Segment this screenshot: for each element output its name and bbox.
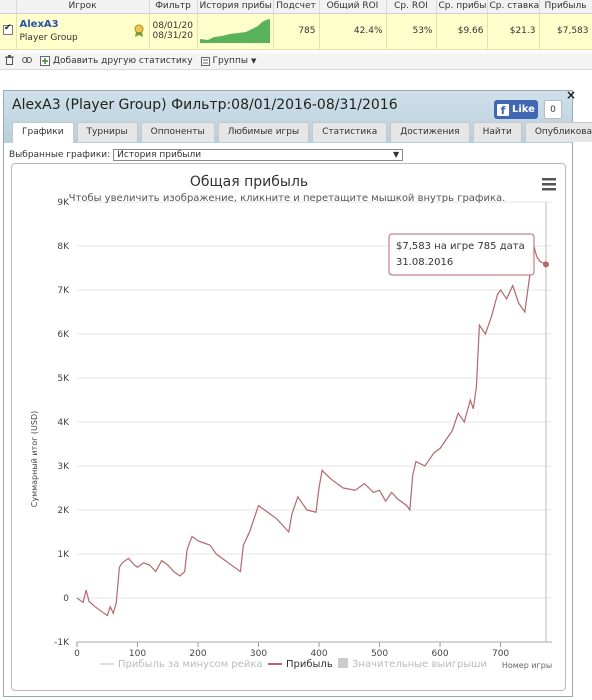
- y-tick-label: -1K: [54, 638, 70, 648]
- tab-tournaments[interactable]: Турниры: [76, 122, 138, 142]
- dialog-title: AlexA3 (Player Group) Фильтр:08/01/2016-…: [12, 97, 398, 113]
- total-roi-cell: 42.4%: [319, 13, 387, 50]
- x-tick-label: 500: [371, 649, 388, 659]
- filter-to: 08/31/20: [152, 31, 193, 41]
- y-tick-label: 8K: [57, 242, 70, 252]
- legend-swatch-wins: [338, 658, 348, 668]
- chart-select-label: Выбранные графики:: [9, 150, 111, 160]
- x-tick-label: 100: [129, 649, 146, 659]
- menu-icon[interactable]: [542, 178, 556, 191]
- y-tick-label: 5K: [57, 374, 70, 384]
- tab-publish[interactable]: Опубликовать: [524, 122, 592, 142]
- player-name-link[interactable]: AlexA3: [19, 19, 59, 30]
- header-avg-stake[interactable]: Ср. ставка: [487, 0, 540, 14]
- close-icon[interactable]: ×: [565, 88, 576, 102]
- y-tick-label: 7K: [57, 286, 70, 296]
- chart-select[interactable]: История прибыли ▼: [113, 149, 404, 161]
- legend-item-wins[interactable]: Значительные выигрыши: [352, 659, 487, 670]
- dialog-tabs: Графики Турниры Оппоненты Любимые игры С…: [12, 122, 592, 143]
- y-tick-label: 3K: [57, 462, 70, 472]
- x-axis-label: Номер игры: [502, 661, 552, 670]
- header-avg-profit[interactable]: Ср. прибы: [436, 0, 488, 14]
- chart-select-row: Выбранные графики: История прибыли ▼: [9, 149, 404, 161]
- header-checkbox-col: [0, 0, 17, 14]
- x-tick-label: 700: [492, 649, 509, 659]
- profit-chart[interactable]: -1K 0 1K 2K 3K 4K 5K 6K 7K 8K 9K 0 100 200 300 400 500 6…: [12, 164, 567, 692]
- table-header-row: Игрок Фильтр История прибы Подсчет Общий…: [0, 0, 592, 14]
- facebook-like-count: 0: [544, 100, 562, 119]
- header-count[interactable]: Подсчет: [273, 0, 320, 14]
- profit-cell: $7,583: [539, 13, 592, 50]
- count-cell: 785: [273, 13, 320, 50]
- x-tick-label: 400: [310, 649, 327, 659]
- tooltip-line-2: 31.08.2016: [396, 257, 453, 268]
- tooltip-line-1: $7,583 на игре 785 дата: [396, 241, 525, 252]
- tab-opponents[interactable]: Оппоненты: [140, 122, 215, 142]
- filter-from: 08/01/20: [152, 21, 193, 31]
- table-toolbar: Добавить другую статистику Группы ▼: [0, 53, 592, 70]
- player-cell: AlexA3 Player Group: [16, 13, 150, 50]
- profit-series-line[interactable]: [76, 245, 547, 617]
- profit-sparkline[interactable]: [199, 17, 270, 43]
- header-filter[interactable]: Фильтр: [149, 0, 198, 14]
- player-group-label: Player Group: [19, 33, 78, 43]
- link-icon[interactable]: [22, 55, 32, 68]
- chart-legend: Прибыль за минусом рейка Прибыль Значитель…: [100, 658, 487, 670]
- chart-select-value: История прибыли: [117, 150, 202, 160]
- add-stats-button[interactable]: Добавить другую статистику: [40, 56, 193, 66]
- x-tick-label: 600: [431, 649, 448, 659]
- avg-stake-cell: $21.3: [487, 13, 540, 50]
- y-tick-label: 2K: [57, 506, 70, 516]
- x-tick-label: 300: [250, 649, 267, 659]
- award-icon: [134, 24, 143, 37]
- filter-cell: 08/01/20 08/31/20: [149, 13, 198, 50]
- history-cell: [197, 13, 274, 50]
- chart-panel[interactable]: -1K 0 1K 2K 3K 4K 5K 6K 7K 8K 9K 0 100 200 300 400 500 6…: [11, 163, 566, 691]
- tab-find[interactable]: Найти: [472, 122, 522, 142]
- x-tick-label: 0: [74, 649, 80, 659]
- add-stats-icon: [40, 56, 50, 66]
- tab-achievements[interactable]: Достижения: [390, 122, 470, 142]
- chevron-down-icon: ▼: [250, 57, 257, 65]
- avg-profit-cell: $9.66: [436, 13, 488, 50]
- table-row[interactable]: AlexA3 Player Group 08/01/20 08/31/20 78…: [0, 13, 592, 50]
- row-checkbox[interactable]: [3, 23, 13, 35]
- facebook-icon: f: [497, 103, 509, 117]
- trash-icon[interactable]: [5, 54, 14, 68]
- chart-subtitle: Чтобы увеличить изображение, кликните и …: [69, 193, 506, 204]
- chevron-down-icon: ▼: [393, 150, 400, 159]
- legend-item-rake[interactable]: Прибыль за минусом рейка: [118, 659, 263, 670]
- add-stats-label: Добавить другую статистику: [53, 56, 193, 66]
- header-player[interactable]: Игрок: [16, 0, 150, 14]
- y-tick-label: 9K: [57, 198, 70, 208]
- dialog-header: AlexA3 (Player Group) Фильтр:08/01/2016-…: [4, 91, 592, 143]
- x-tick-label: 200: [189, 649, 206, 659]
- stats-dialog: AlexA3 (Player Group) Фильтр:08/01/2016-…: [3, 88, 592, 697]
- avg-roi-cell: 53%: [386, 13, 437, 50]
- y-axis-label: Суммарный итог (USD): [30, 411, 39, 508]
- header-avg-roi[interactable]: Ср. ROI: [386, 0, 437, 14]
- tab-charts[interactable]: Графики: [12, 122, 74, 143]
- header-profit[interactable]: Прибыль: [539, 0, 592, 14]
- groups-label: Группы: [212, 56, 248, 66]
- y-tick-label: 0: [63, 594, 69, 604]
- tab-favorite-games[interactable]: Любимые игры: [217, 122, 310, 142]
- facebook-like-label: Like: [512, 104, 535, 115]
- y-tick-label: 6K: [57, 330, 70, 340]
- y-tick-label: 4K: [57, 418, 70, 428]
- y-tick-label: 1K: [57, 550, 70, 560]
- chart-title: Общая прибыль: [190, 174, 308, 190]
- chart-tooltip: $7,583 на игре 785 дата 31.08.2016: [388, 233, 535, 276]
- facebook-like-button[interactable]: f Like: [494, 100, 538, 119]
- row-checkbox-cell: [0, 13, 17, 50]
- header-history[interactable]: История прибы: [197, 0, 274, 14]
- tab-statistics[interactable]: Статистика: [312, 122, 388, 142]
- stats-table: Игрок Фильтр История прибы Подсчет Общий…: [0, 0, 592, 50]
- groups-dropdown[interactable]: Группы ▼: [200, 56, 257, 66]
- series-end-marker[interactable]: [542, 261, 549, 268]
- header-total-roi[interactable]: Общий ROI: [319, 0, 387, 14]
- groups-icon: [200, 56, 210, 66]
- legend-item-profit[interactable]: Прибыль: [286, 659, 333, 670]
